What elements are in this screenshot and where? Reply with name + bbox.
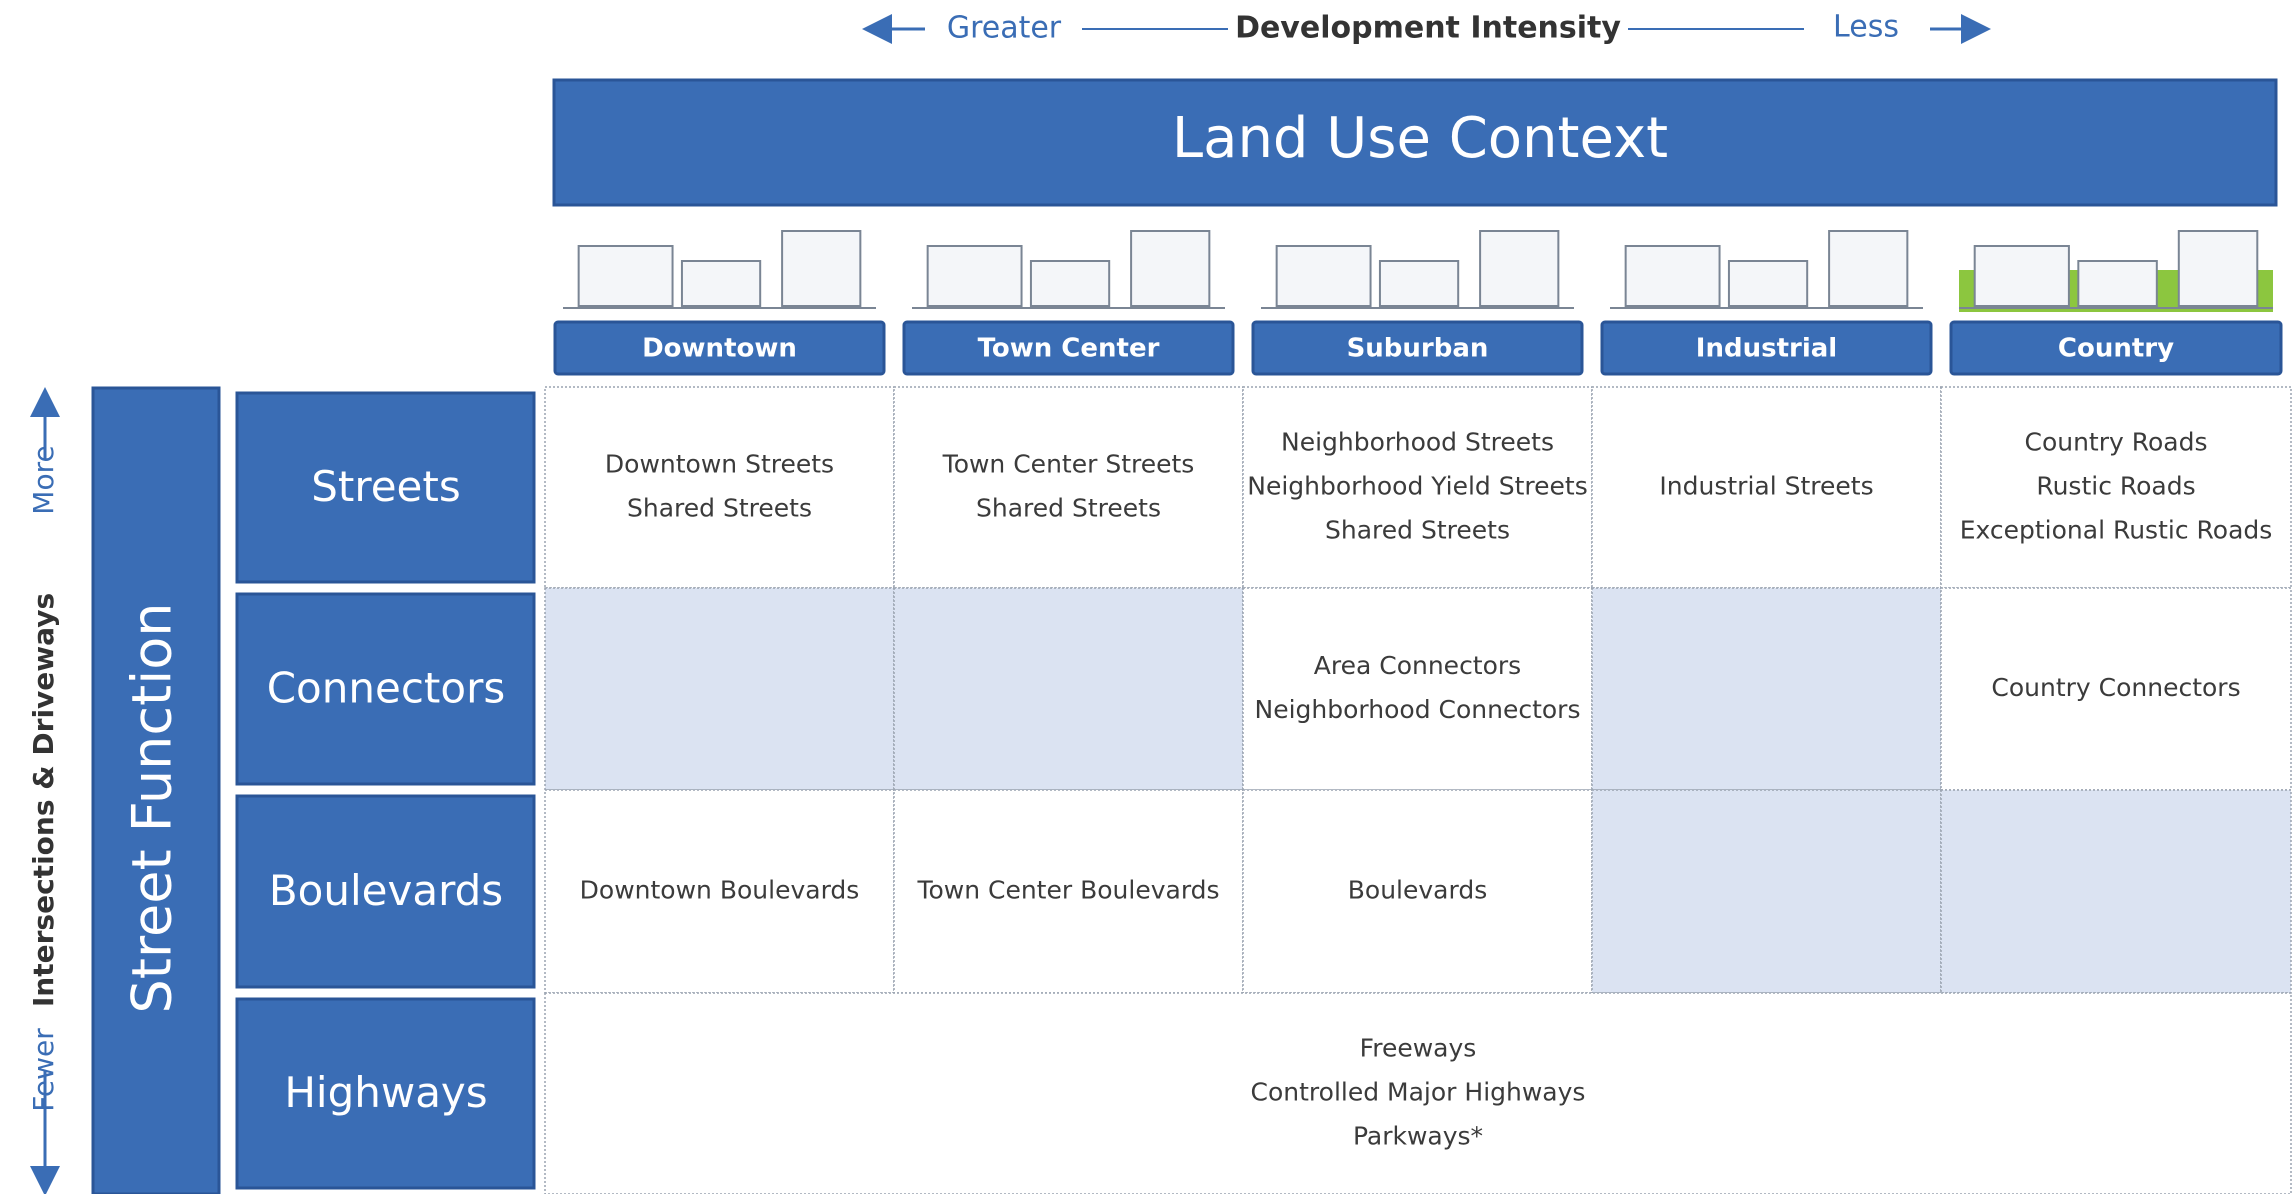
cell (1242, 789, 1593, 994)
empty-cell (544, 587, 895, 791)
fewer-label: Fewer (27, 1028, 60, 1112)
building (1973, 245, 2070, 307)
context-button (1600, 320, 1933, 376)
cell-text: Freeways (1360, 1034, 1477, 1063)
header-title: Development Intensity (1235, 11, 1621, 46)
illustrations (563, 230, 2273, 312)
cell (544, 992, 2292, 1195)
building (1828, 230, 1909, 307)
cell-text: Area Connectors (1314, 651, 1521, 680)
cell (893, 789, 1244, 994)
empty-cell (893, 587, 1244, 791)
cell (1940, 386, 2292, 589)
row-label: Streets (311, 462, 461, 511)
building (781, 230, 862, 307)
cell-text: Industrial Streets (1659, 472, 1873, 501)
cell (544, 386, 895, 589)
row-label: Highways (284, 1068, 487, 1117)
row-label-box (235, 794, 536, 989)
cell-text: Country Connectors (1991, 673, 2240, 702)
cell-text: Neighborhood Streets (1281, 428, 1554, 457)
row-label-box (235, 391, 536, 584)
cell-text: Downtown Boulevards (580, 876, 860, 905)
context-label: Country (2058, 334, 2174, 364)
building (680, 260, 762, 307)
building (1479, 230, 1560, 307)
building (1029, 260, 1111, 307)
context-label: Suburban (1347, 334, 1489, 364)
context-button (1251, 320, 1584, 376)
cell-text: Neighborhood Connectors (1255, 695, 1581, 724)
context-button (553, 320, 886, 376)
side-axis-title: Intersections & Driveways (27, 593, 60, 1007)
cell-text: Parkways* (1353, 1122, 1483, 1151)
cell (1940, 587, 2292, 791)
empty-cell (1940, 789, 2292, 994)
cell (544, 789, 895, 994)
building (2177, 230, 2259, 307)
building (1727, 260, 1809, 307)
cell (893, 386, 1244, 589)
land-use-title: Land Use Context (1172, 106, 1668, 171)
cell-text: Boulevards (1348, 876, 1487, 905)
context-button (902, 320, 1235, 376)
cell-text: Shared Streets (627, 494, 812, 523)
building (1378, 260, 1460, 307)
context-label: Downtown (642, 334, 797, 364)
row-label-box (235, 592, 536, 786)
cell-text: Country Roads (2024, 428, 2207, 457)
street-function-title: Street Function (121, 603, 184, 1014)
greater-label: Greater (947, 11, 1062, 46)
building (1130, 230, 1211, 307)
row-label: Connectors (267, 664, 506, 713)
building (1624, 245, 1721, 307)
context-button (1949, 320, 2283, 376)
cell-text: Controlled Major Highways (1251, 1078, 1586, 1107)
cell (1242, 587, 1593, 791)
cell-text: Shared Streets (1325, 516, 1510, 545)
context-label: Town Center (978, 334, 1160, 364)
building (926, 245, 1023, 307)
empty-cell (1591, 789, 1942, 994)
empty-cell (1591, 587, 1942, 791)
land-use-banner (552, 78, 2278, 207)
cell-text: Neighborhood Yield Streets (1247, 472, 1587, 501)
building (577, 245, 674, 307)
cell (1242, 386, 1593, 589)
row-label: Boulevards (269, 866, 503, 915)
building (1275, 245, 1372, 307)
less-label: Less (1833, 10, 1899, 45)
cell-text: Town Center Streets (942, 450, 1195, 479)
street-function-box (91, 386, 221, 1196)
building (2077, 260, 2158, 307)
cell-text: Town Center Boulevards (916, 876, 1219, 905)
cell-text: Downtown Streets (605, 450, 834, 479)
more-label: More (27, 445, 60, 514)
cell-text: Rustic Roads (2036, 472, 2195, 501)
cell-text: Exceptional Rustic Roads (1960, 516, 2273, 545)
cell-text: Shared Streets (976, 494, 1161, 523)
context-label: Industrial (1696, 334, 1837, 364)
row-label-box (235, 997, 536, 1190)
cell (1591, 386, 1942, 589)
